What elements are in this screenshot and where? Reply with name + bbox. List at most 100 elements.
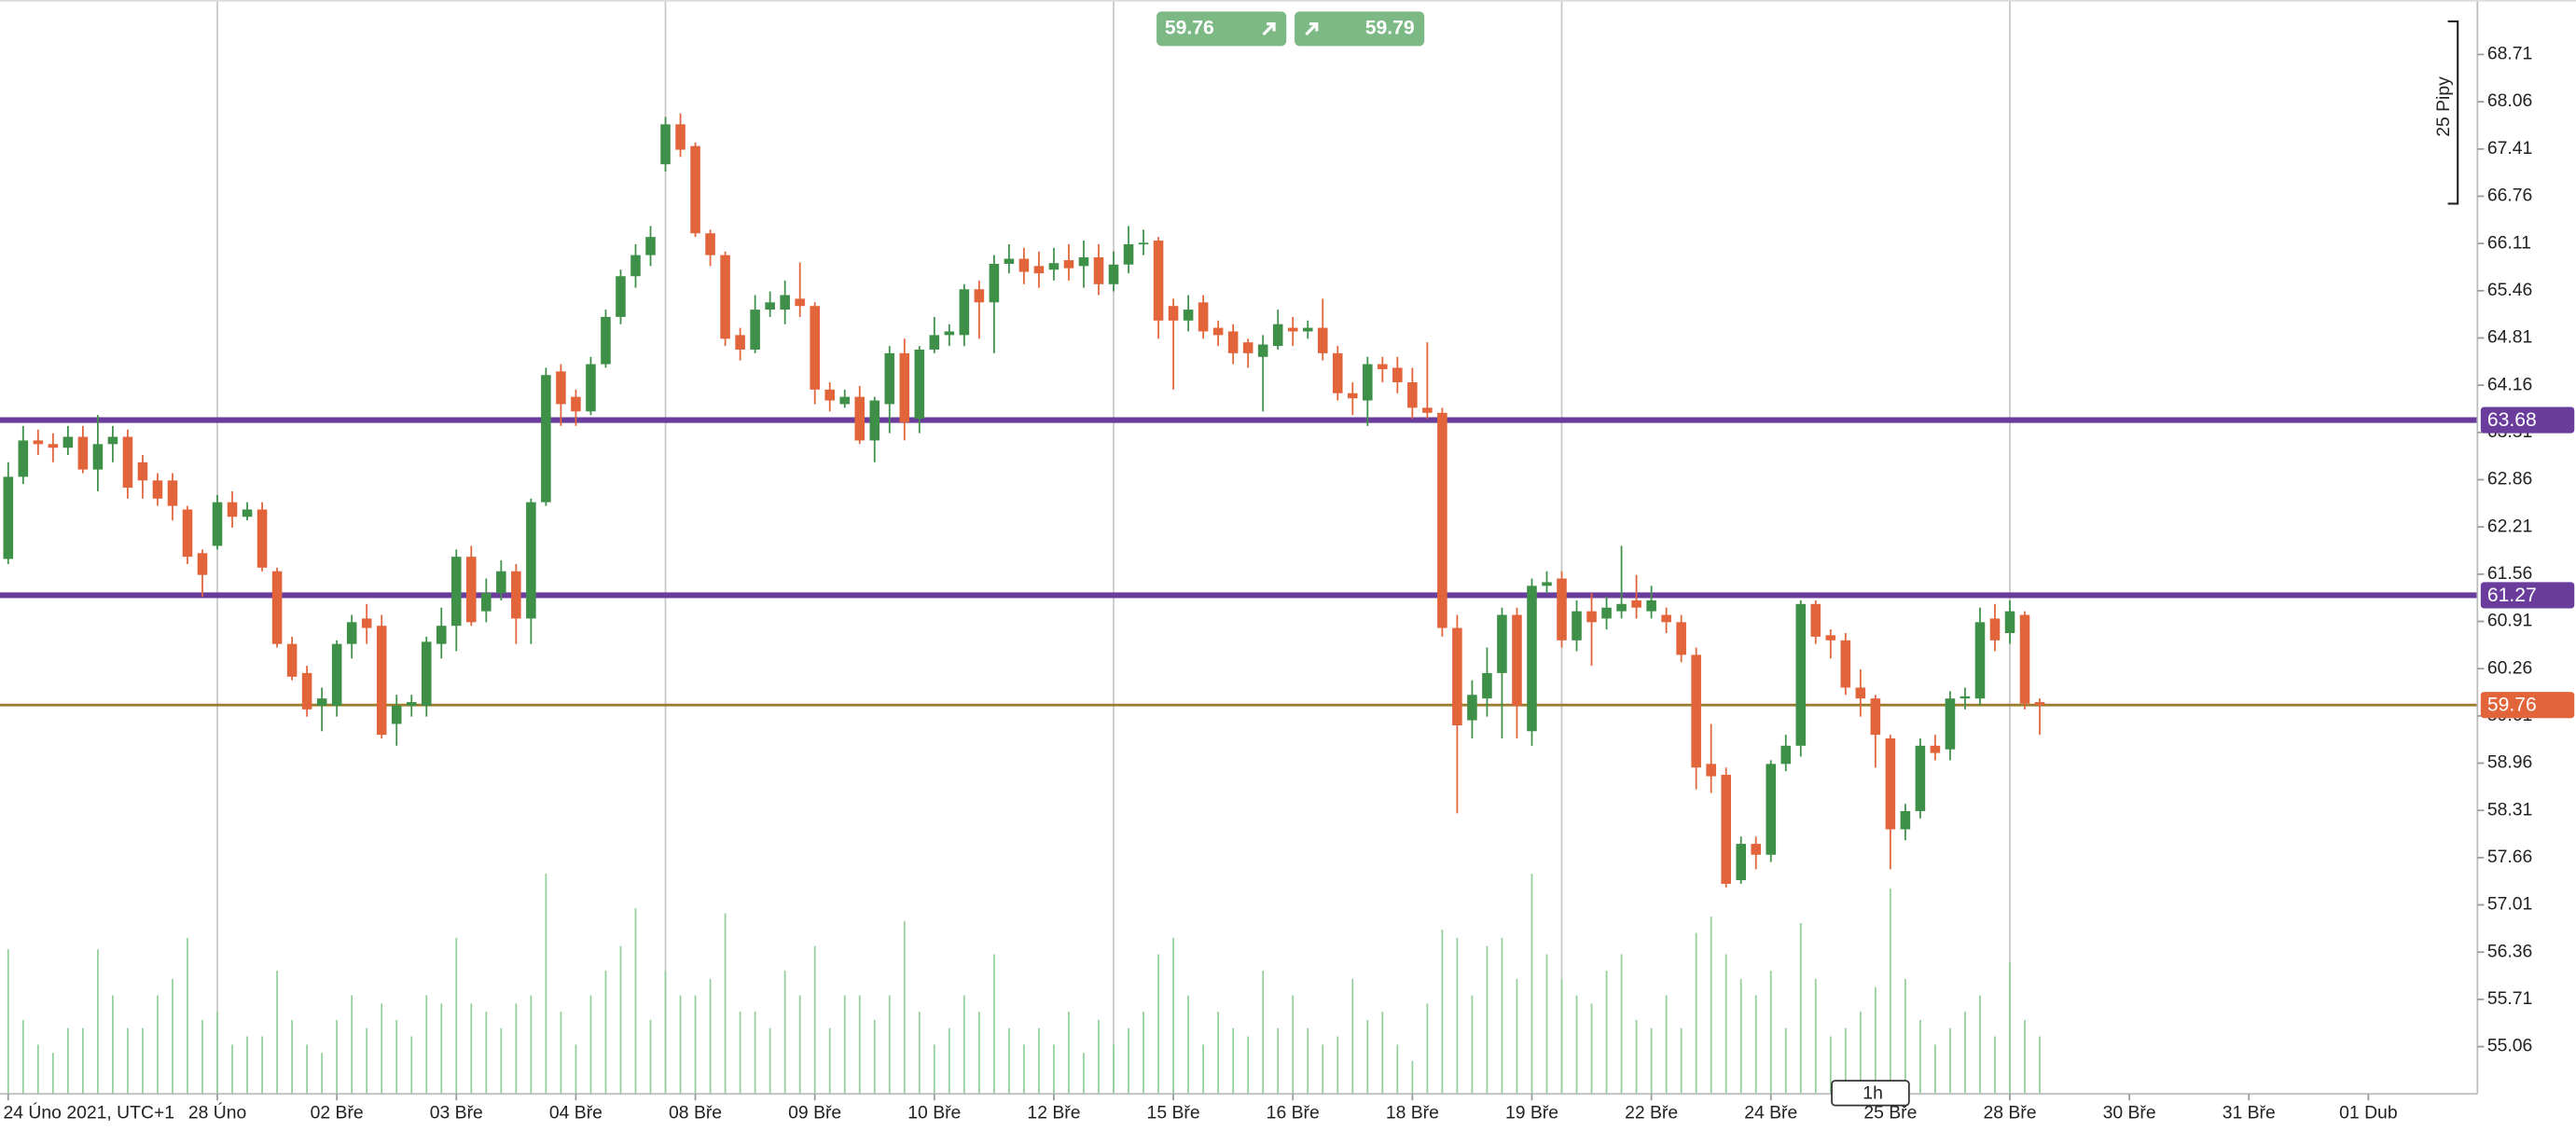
candle-body (1004, 258, 1015, 264)
candle-body (197, 553, 208, 575)
candle-body (1840, 640, 1851, 688)
candle-body (1078, 256, 1089, 267)
candle-body (526, 502, 536, 619)
candle-body (660, 124, 671, 165)
candle-body (256, 509, 268, 568)
candle-body (227, 502, 238, 517)
candle-body (959, 289, 970, 336)
pip-bracket (2447, 20, 2459, 205)
candle-body (406, 702, 417, 706)
candle-body (929, 335, 940, 350)
candle-body (92, 444, 104, 470)
y-tick-label: 68.06 (2487, 90, 2532, 111)
x-tick-label: 09 Bře (788, 1102, 841, 1123)
candle-body (107, 436, 118, 445)
candle-body (1018, 258, 1030, 272)
x-tick-label: 30 Bře (2103, 1102, 2156, 1123)
candle-body (1168, 306, 1179, 321)
candle-body (1527, 586, 1537, 732)
candle-body (18, 440, 29, 477)
sell-button[interactable]: 59.76 (1156, 11, 1287, 47)
candle-body (586, 364, 596, 412)
y-tick-label: 65.46 (2487, 280, 2532, 300)
timeframe-button[interactable]: 1h (1831, 1080, 1910, 1107)
y-tick-label: 66.11 (2487, 232, 2531, 253)
candle-body (1317, 327, 1328, 353)
candle-body (1287, 327, 1298, 332)
buy-button-bg[interactable] (1295, 11, 1425, 47)
candle-body (541, 375, 551, 503)
arrow-icon (1305, 21, 1319, 36)
sell-button-bg[interactable] (1156, 11, 1287, 47)
sell-price[interactable]: 59.76 (1165, 17, 1214, 38)
candle-body (1392, 367, 1403, 383)
candle-body (1795, 603, 1807, 746)
candle-body (989, 263, 1000, 303)
x-tick-label: 24 Bře (1744, 1102, 1797, 1123)
candle-body (765, 302, 775, 310)
candle-body (944, 331, 955, 336)
candle-body (780, 295, 790, 310)
candle-body (1960, 696, 1971, 699)
price-badge (2480, 692, 2575, 719)
candle-body (1930, 745, 1941, 753)
candle-body (466, 557, 477, 623)
candle-body (436, 626, 447, 644)
candle-body (2004, 611, 2015, 634)
candle-body (645, 237, 656, 255)
candle-body (1736, 844, 1746, 881)
candle-body (899, 352, 910, 422)
candle-body (331, 643, 342, 706)
candle-body (1586, 611, 1597, 623)
buy-price[interactable]: 59.79 (1365, 17, 1415, 38)
candle-body (630, 255, 641, 277)
candle-body (361, 618, 372, 628)
candle-body (167, 480, 178, 506)
buy-button[interactable]: 59.79 (1295, 11, 1425, 47)
x-tick-label: 24 Úno 2021, UTC+1 (4, 1101, 174, 1123)
candle-body (33, 440, 44, 445)
candle-body (316, 698, 327, 706)
x-tick-label: 19 Bře (1505, 1102, 1558, 1123)
y-tick-label: 64.16 (2487, 374, 2532, 394)
y-tick-label: 55.71 (2487, 988, 2532, 1009)
x-tick-label: 04 Bře (549, 1102, 602, 1123)
y-tick-label: 66.76 (2487, 186, 2532, 206)
candle-body (1123, 243, 1134, 265)
candle-body (795, 298, 805, 307)
x-tick-label: 31 Bře (2223, 1102, 2276, 1123)
x-tick-label: 03 Bře (430, 1102, 483, 1123)
candle-body (601, 316, 611, 365)
candle-body (346, 622, 357, 644)
candle-body (1706, 764, 1716, 777)
candle-body (1810, 603, 1821, 637)
candle-body (1721, 775, 1731, 884)
y-tick-label: 68.71 (2487, 44, 2532, 64)
y-tick-label: 58.31 (2487, 799, 2532, 820)
x-tick-label: 01 Dub (2339, 1102, 2397, 1123)
candle-body (152, 480, 163, 499)
timeframe-label[interactable]: 1h (1863, 1082, 1883, 1103)
candle-body (1198, 302, 1209, 332)
candle-body (1063, 260, 1074, 269)
y-tick-label: 60.91 (2487, 611, 2532, 631)
candle-body (1033, 266, 1045, 274)
candle-body (571, 396, 581, 412)
y-tick-label: 57.01 (2487, 894, 2532, 915)
candle-body (1302, 327, 1313, 332)
candle-body (376, 626, 387, 736)
candle-body (2019, 614, 2030, 704)
candle-body (1378, 364, 1388, 370)
timeframe-bg[interactable] (1831, 1080, 1910, 1107)
price-badge-label: 61.27 (2487, 585, 2537, 606)
candle-body (1272, 324, 1283, 347)
x-tick-label: 08 Bře (669, 1102, 722, 1123)
candle-body (1885, 738, 1896, 830)
candle-body (735, 335, 745, 350)
candle-body (884, 352, 895, 405)
x-tick-label: 28 Bře (1983, 1102, 2036, 1123)
candle-body (137, 462, 148, 481)
y-tick-label: 56.36 (2487, 941, 2532, 961)
candle-body (1212, 327, 1224, 336)
candle-body (854, 396, 866, 441)
